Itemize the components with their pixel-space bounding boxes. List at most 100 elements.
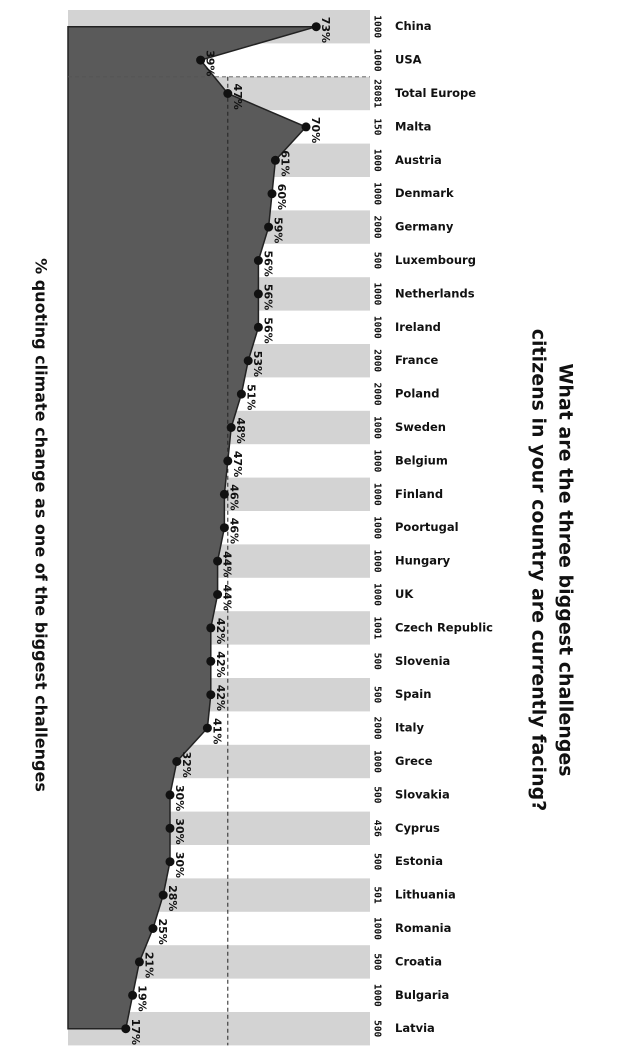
point <box>270 155 280 165</box>
sample-size: 501 <box>372 887 383 904</box>
value-label: 42% <box>214 618 227 644</box>
point <box>253 322 263 332</box>
point <box>206 623 216 633</box>
axis-label: % quoting climate change as one of the b… <box>32 258 51 792</box>
category-label: Netherlands <box>395 286 475 300</box>
sample-size: 1000 <box>372 416 383 439</box>
point <box>253 256 263 265</box>
point <box>219 489 229 499</box>
value-label: 46% <box>227 518 240 544</box>
point <box>264 222 274 232</box>
sample-size: 500 <box>372 1020 383 1037</box>
sample-size: 500 <box>372 786 383 803</box>
point <box>311 22 321 32</box>
point <box>165 823 175 833</box>
category-label: Denmark <box>395 186 454 200</box>
point <box>223 456 233 466</box>
category-label: UK <box>395 587 414 601</box>
value-label: 42% <box>214 651 227 677</box>
point <box>134 957 144 967</box>
category-label: Czech Republic <box>395 620 493 634</box>
point <box>206 690 216 700</box>
value-label: 56% <box>261 251 274 277</box>
sample-size: 1000 <box>372 516 383 539</box>
point <box>128 990 138 1000</box>
value-label: 21% <box>142 952 155 978</box>
value-label: 56% <box>261 284 274 310</box>
sample-size: 500 <box>372 953 383 970</box>
category-label: Germany <box>395 220 454 234</box>
category-label: Spain <box>395 687 431 701</box>
value-label: 17% <box>129 1019 142 1045</box>
point <box>267 189 277 199</box>
chart-title: What are the three biggest challenges <box>555 363 577 776</box>
category-label: Ireland <box>395 320 441 334</box>
value-label: 70% <box>309 117 322 143</box>
point <box>253 289 263 299</box>
category-label: USA <box>395 53 422 67</box>
point <box>219 523 229 533</box>
sample-size: 500 <box>372 653 383 670</box>
point <box>202 723 212 733</box>
point <box>236 389 246 399</box>
value-label: 41% <box>210 718 223 744</box>
sample-size: 2000 <box>372 717 383 740</box>
category-label: Hungary <box>395 554 451 568</box>
chart-title: citizens in your country are currently f… <box>528 329 550 811</box>
point <box>226 423 236 432</box>
sample-size: 1001 <box>372 616 383 639</box>
category-label: Lithuania <box>395 888 456 902</box>
value-label: 28% <box>166 885 179 911</box>
sample-size: 150 <box>372 118 383 135</box>
value-label: 61% <box>278 150 291 176</box>
value-label: 59% <box>272 217 285 243</box>
value-label: 44% <box>221 585 234 611</box>
point <box>196 55 206 65</box>
sample-size: 1000 <box>372 917 383 940</box>
category-label: China <box>395 19 432 33</box>
point <box>165 857 175 867</box>
category-label: Slovakia <box>395 787 450 801</box>
sample-size: 1000 <box>372 316 383 339</box>
point <box>206 656 216 666</box>
sample-size: 1000 <box>372 449 383 472</box>
point <box>223 89 233 98</box>
category-label: Slovenia <box>395 654 450 668</box>
point <box>121 1024 131 1034</box>
value-label: 53% <box>251 351 264 377</box>
point <box>243 356 253 366</box>
value-label: 48% <box>234 418 247 444</box>
sample-size: 1000 <box>372 583 383 606</box>
category-label: Poortugal <box>395 520 459 534</box>
sample-size: 500 <box>372 853 383 870</box>
sample-size: 1000 <box>372 282 383 305</box>
category-label: Austria <box>395 153 442 167</box>
value-label: 47% <box>231 84 244 110</box>
sample-size: 1000 <box>372 750 383 773</box>
sample-size: 1000 <box>372 15 383 38</box>
sample-size: 2000 <box>372 216 383 239</box>
category-label: Finland <box>395 487 443 501</box>
category-label: Sweden <box>395 420 446 434</box>
point <box>213 556 223 566</box>
point <box>158 890 168 900</box>
value-label: 19% <box>136 985 149 1011</box>
value-label: 73% <box>319 17 332 43</box>
category-label: Romania <box>395 921 451 935</box>
category-label: Latvia <box>395 1021 435 1035</box>
sample-size: 1000 <box>372 550 383 573</box>
sample-size: 1000 <box>372 984 383 1007</box>
area <box>67 25 317 1030</box>
category-label: Grece <box>395 754 433 768</box>
category-label: Estonia <box>395 854 443 868</box>
point <box>172 757 182 766</box>
sample-size: 500 <box>372 252 383 269</box>
category-label: Malta <box>395 119 431 133</box>
category-label: Bulgaria <box>395 988 449 1002</box>
value-label: 42% <box>214 685 227 711</box>
category-label: Croatia <box>395 954 442 968</box>
sample-size: 1000 <box>372 49 383 72</box>
value-label: 46% <box>227 484 240 510</box>
value-label: 30% <box>173 818 186 844</box>
